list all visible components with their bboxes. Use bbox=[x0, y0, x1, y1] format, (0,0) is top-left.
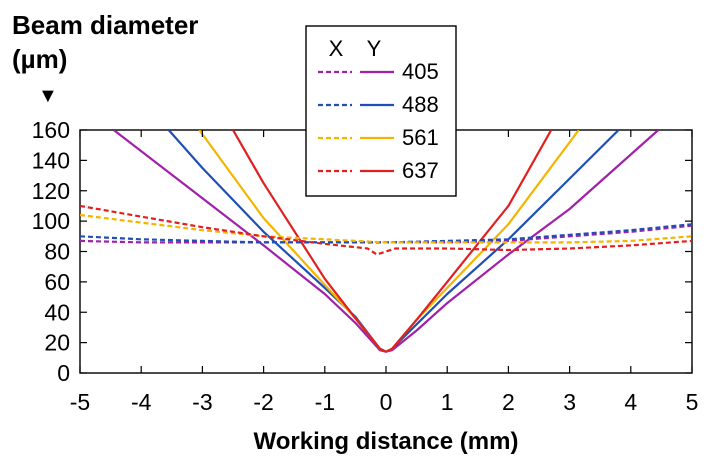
x-tick-label: 0 bbox=[380, 389, 393, 415]
y-tick-label: 120 bbox=[32, 178, 70, 204]
legend-label-488: 488 bbox=[402, 92, 439, 117]
x-tick-label: -5 bbox=[70, 389, 90, 415]
x-tick-label: 2 bbox=[502, 389, 515, 415]
y-tick-label: 160 bbox=[32, 117, 70, 143]
legend-rows: 405 488 561 637 bbox=[318, 59, 439, 183]
x-tick-label: 3 bbox=[563, 389, 576, 415]
x-axis-title: Working distance (mm) bbox=[254, 428, 519, 455]
x-tick-label: 5 bbox=[686, 389, 699, 415]
y-tick-label: 80 bbox=[44, 239, 70, 265]
x-tick-label: -2 bbox=[253, 389, 273, 415]
series-line-x-561 bbox=[80, 213, 692, 244]
y-tick-label: 140 bbox=[32, 147, 70, 173]
y-axis-arrow-icon: ▼ bbox=[38, 85, 58, 107]
series-line-x-637 bbox=[80, 204, 692, 256]
legend-header-x: X bbox=[329, 36, 344, 61]
y-tick-label: 60 bbox=[44, 269, 70, 295]
legend-box bbox=[305, 25, 457, 197]
y-tick-label: 0 bbox=[57, 360, 70, 386]
x-tick-label: 4 bbox=[624, 389, 637, 415]
legend: X Y 405 488 561 637 bbox=[305, 25, 457, 197]
y-tick-label: 40 bbox=[44, 299, 70, 325]
legend-label-561: 561 bbox=[402, 125, 439, 150]
y-axis-title-line-2: (µm) bbox=[12, 44, 67, 74]
x-tick-label: 1 bbox=[441, 389, 454, 415]
x-tick-label: -3 bbox=[192, 389, 212, 415]
ticks-layer: -5 -4 -3 -2 -1 0 1 2 3 4 5 0 20 40 60 80 100 120 140 160 bbox=[32, 117, 699, 415]
y-tick-label: 100 bbox=[32, 208, 70, 234]
x-tick-label: -4 bbox=[131, 389, 152, 415]
y-axis-title-line-1: Beam diameter bbox=[12, 10, 198, 40]
legend-header-y: Y bbox=[367, 36, 382, 61]
legend-label-637: 637 bbox=[402, 158, 439, 183]
x-tick-label: -1 bbox=[315, 389, 335, 415]
series-line-y-637 bbox=[232, 130, 553, 353]
series-layer bbox=[80, 130, 692, 353]
legend-label-405: 405 bbox=[402, 59, 439, 84]
y-tick-label: 20 bbox=[44, 330, 70, 356]
